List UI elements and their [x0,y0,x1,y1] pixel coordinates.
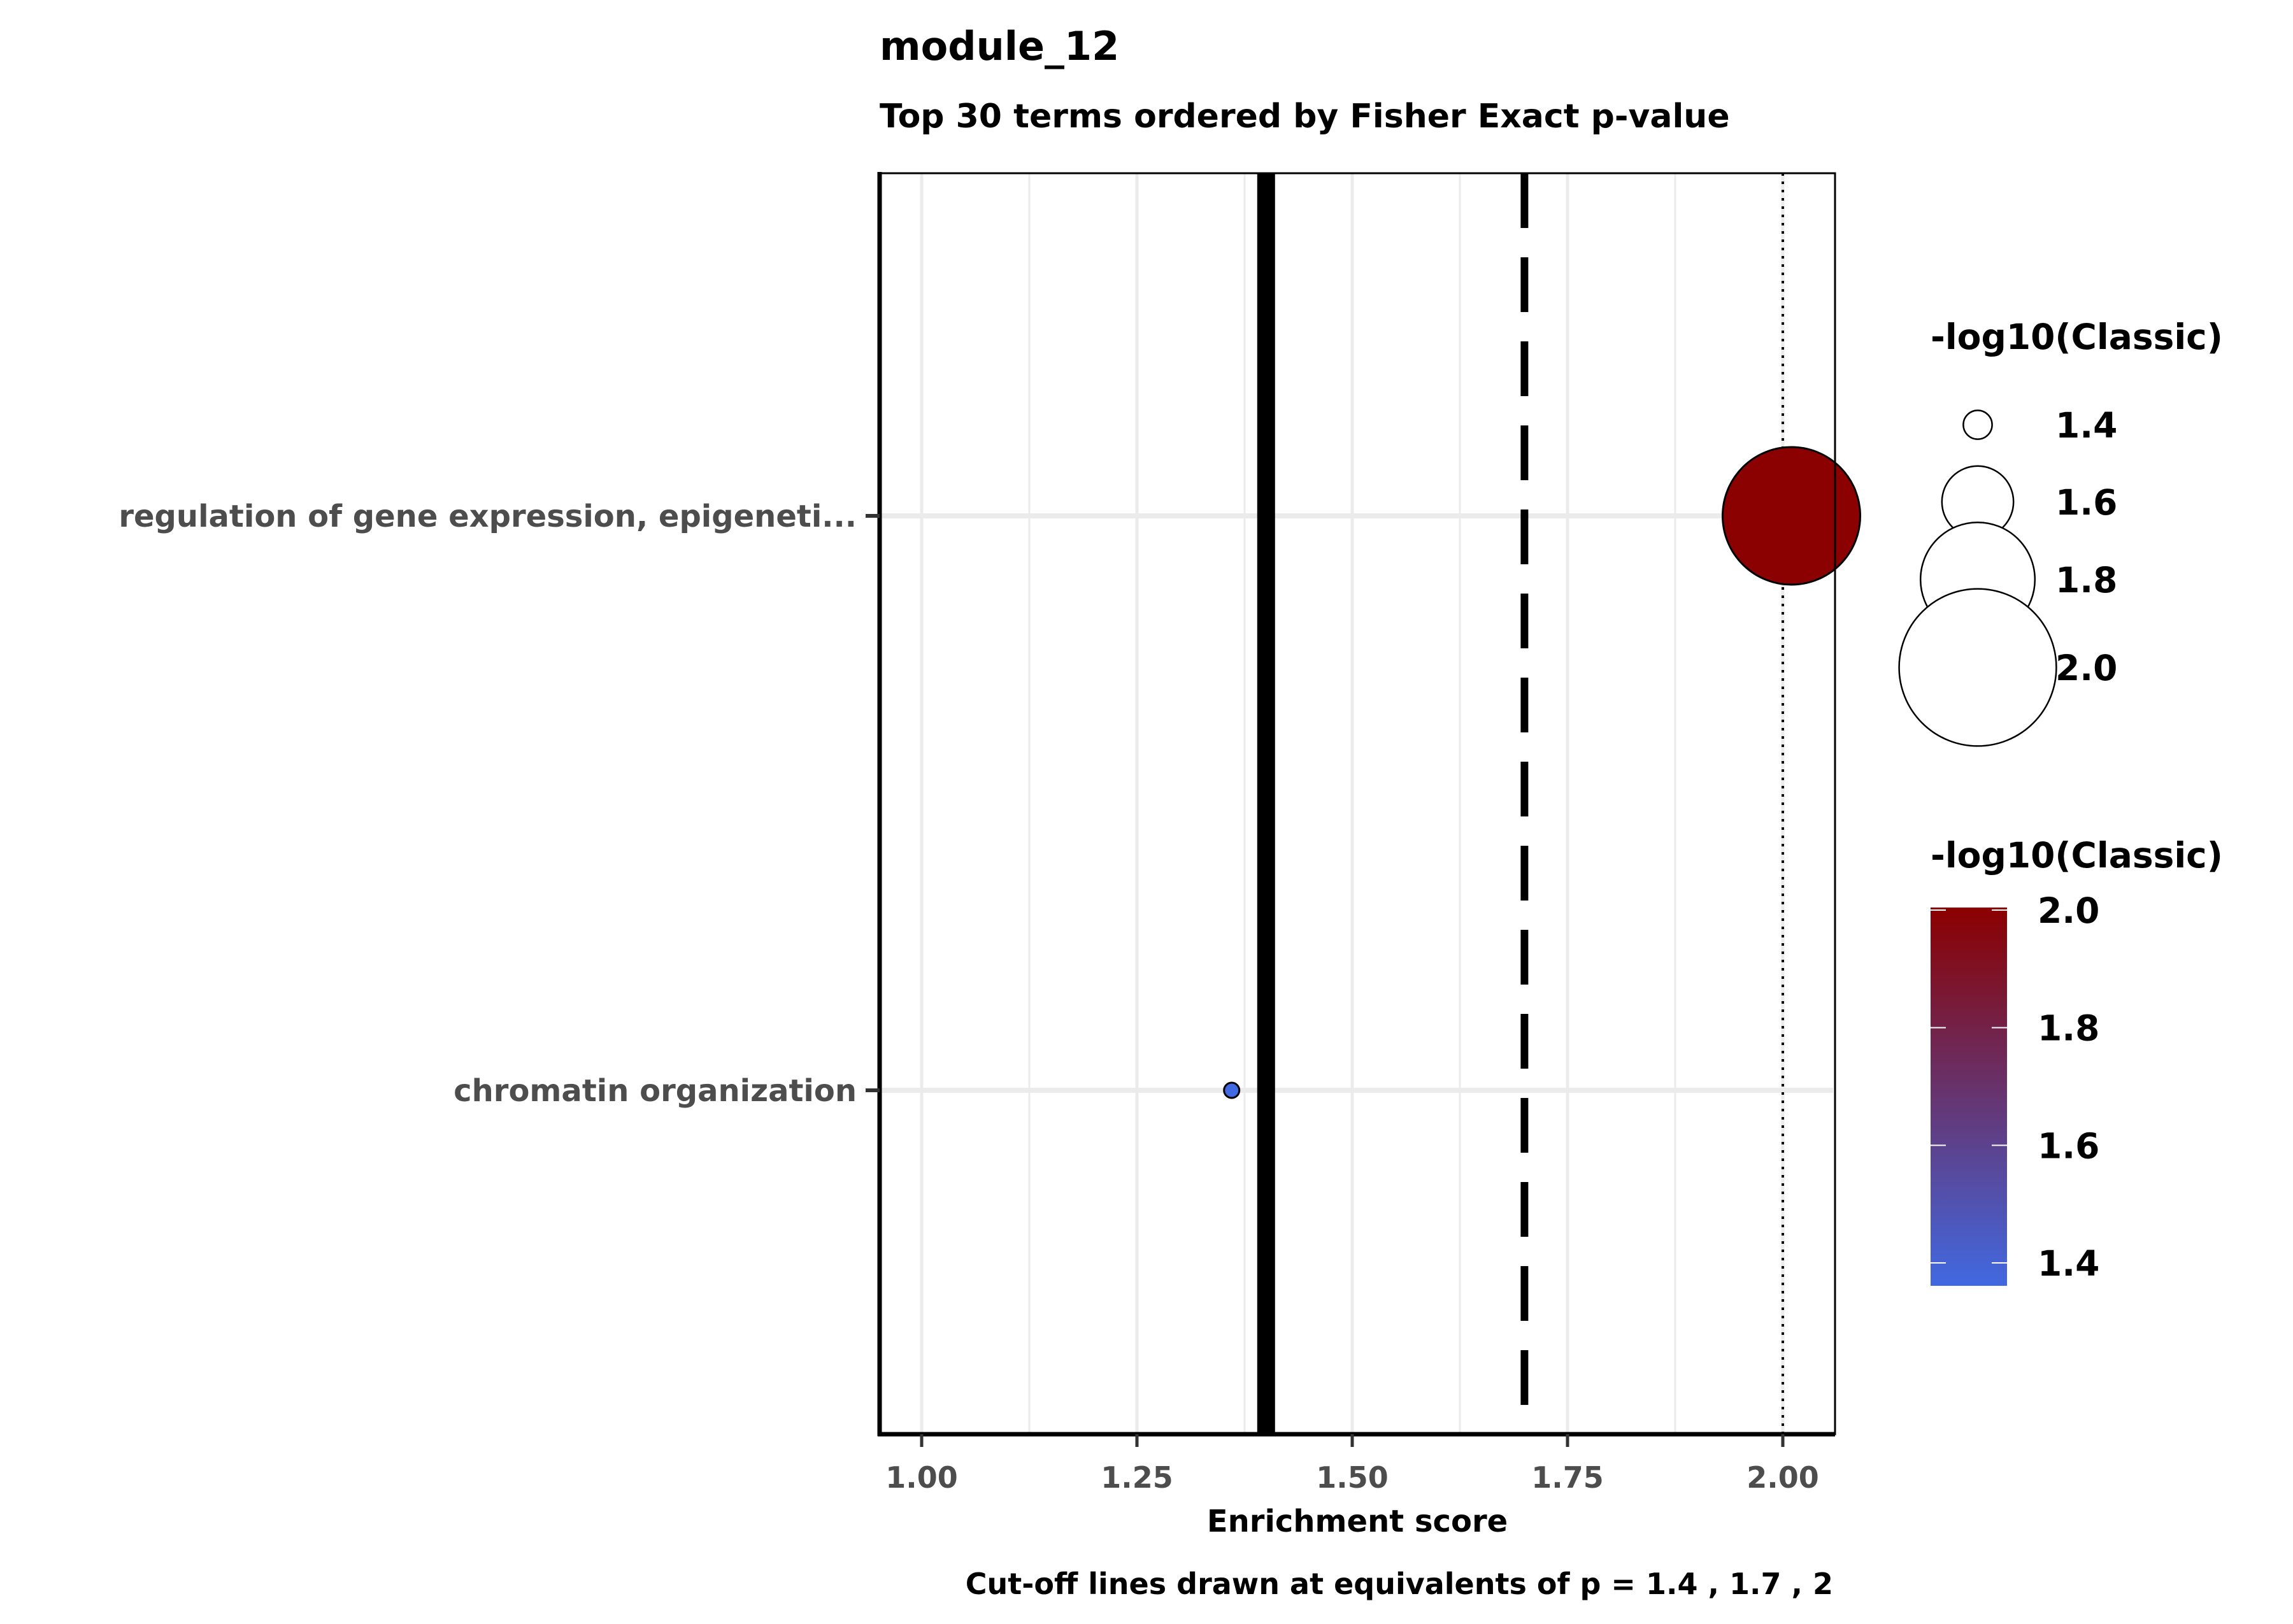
category-label: regulation of gene expression, epigeneti… [118,499,857,534]
chart-title: module_12 [880,23,1119,69]
x-tick-label: 1.00 [885,1460,958,1495]
data-point [1223,1081,1241,1099]
color-legend-title: -log10(Classic) [1931,835,2223,876]
color-bar [1931,908,2007,1286]
x-tick-label: 1.25 [1101,1460,1173,1495]
size-legend-key [1898,588,2057,747]
size-legend-key [1962,410,1993,440]
data-point [1722,446,1862,586]
chart-caption: Cut-off lines drawn at equivalents of p … [966,1567,1833,1601]
x-tick-label: 1.50 [1316,1460,1389,1495]
panel-border [878,172,1836,1435]
plot-panel [877,172,1862,1437]
x-tick-label: 1.75 [1531,1460,1604,1495]
size-legend-title: -log10(Classic) [1931,317,2223,357]
size-legend-label: 1.6 [2055,482,2117,523]
size-legend-label: 1.4 [2055,405,2117,446]
chart-subtitle: Top 30 terms ordered by Fisher Exact p-v… [880,97,1730,136]
cutoff-lines [1257,173,1784,1434]
x-tick-label: 2.00 [1747,1460,1819,1495]
size-legend-label: 2.0 [2055,648,2117,688]
size-legend: -log10(Classic) 1.4 1.6 1.8 2.0 [1898,317,2223,747]
vertical-gridlines [920,173,1785,1434]
color-legend-label: 1.6 [2038,1125,2099,1166]
horizontal-gridlines [880,513,1833,1093]
data-points [1223,446,1862,1099]
x-axis-title: Enrichment score [1207,1504,1508,1539]
x-axis-ticks: 1.00 1.25 1.50 1.75 2.00 [885,1434,1819,1495]
color-legend: -log10(Classic) 1.4 1.6 1.8 2.0 [1931,835,2223,1286]
y-axis-ticks: regulation of gene expression, epigeneti… [118,499,880,1109]
size-legend-label: 1.8 [2055,560,2117,601]
color-legend-label: 2.0 [2038,890,2099,931]
color-legend-label: 1.8 [2038,1008,2099,1049]
category-label: chromatin organization [454,1073,857,1109]
color-legend-label: 1.4 [2038,1243,2099,1284]
